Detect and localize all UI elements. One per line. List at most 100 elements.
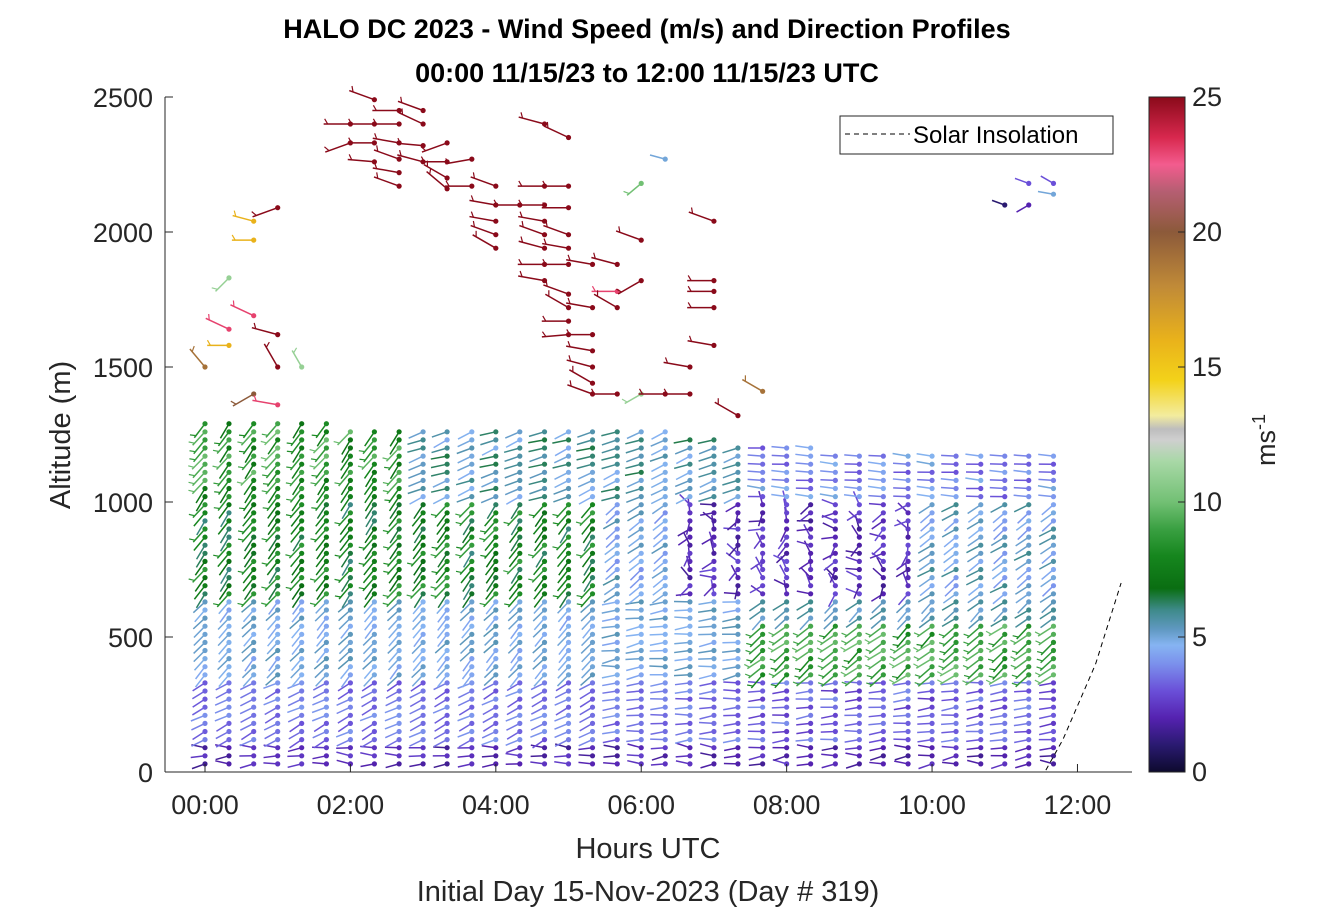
wind-barb-dot	[397, 567, 402, 572]
wind-barb-dot	[833, 664, 838, 669]
wind-barb-dot	[324, 680, 329, 685]
colorbar-tick-label: 5	[1192, 622, 1207, 652]
wind-barb-dot	[1002, 688, 1007, 693]
wind-barb-dot	[542, 616, 547, 621]
wind-barb-dot	[251, 478, 256, 483]
wind-barb-dot	[1026, 494, 1031, 499]
wind-barb-dot	[348, 632, 353, 637]
wind-barb-dot	[978, 591, 983, 596]
wind-barb-dot	[397, 761, 402, 766]
wind-barb-dot	[978, 680, 983, 685]
wind-barb-dot	[445, 518, 450, 523]
wind-barb-dot	[493, 462, 498, 467]
wind-barb-upper-dot	[1051, 192, 1056, 197]
wind-barb-dot	[808, 543, 813, 548]
wind-barb-dot	[348, 510, 353, 515]
wind-barb-dot	[857, 583, 862, 588]
wind-barb-dot	[978, 526, 983, 531]
wind-barb-dot	[202, 713, 207, 718]
wind-barb-dot	[251, 705, 256, 710]
wind-barb-dot	[469, 559, 474, 564]
wind-barb-dot	[324, 672, 329, 677]
y-tick-label: 1500	[93, 353, 153, 383]
wind-barb-dot	[397, 591, 402, 596]
colorbar-tick-label: 10	[1192, 487, 1222, 517]
wind-barb-dot	[735, 551, 740, 556]
wind-barb-dot	[226, 429, 231, 434]
wind-barb-dot	[639, 591, 644, 596]
wind-barb-dot	[953, 688, 958, 693]
wind-barb-dot	[953, 648, 958, 653]
wind-barb-dot	[1002, 535, 1007, 540]
wind-barb-dot	[735, 648, 740, 653]
wind-barb-dot	[348, 429, 353, 434]
wind-barb-dot	[517, 454, 522, 459]
wind-barb-dot	[348, 737, 353, 742]
wind-barb-dot	[251, 583, 256, 588]
wind-barb-dot	[857, 470, 862, 475]
wind-barb-dot	[251, 745, 256, 750]
wind-barb-dot	[760, 713, 765, 718]
wind-barb-dot	[929, 526, 934, 531]
wind-barb-dot	[542, 713, 547, 718]
wind-barb-dot	[615, 486, 620, 491]
wind-barb-dot	[711, 632, 716, 637]
wind-barb-dot	[421, 672, 426, 677]
wind-barb-dot	[687, 591, 692, 596]
wind-barb-dot	[397, 705, 402, 710]
wind-barb-dot	[1026, 567, 1031, 572]
wind-barb-dot	[226, 421, 231, 426]
wind-barb-dot	[1051, 526, 1056, 531]
wind-barb-dot	[590, 672, 595, 677]
wind-barb-dot	[687, 680, 692, 685]
wind-barb-dot	[735, 486, 740, 491]
wind-barb-dot	[348, 437, 353, 442]
wind-barb-upper-dot	[735, 413, 740, 418]
wind-barb-dot	[202, 559, 207, 564]
wind-barb-dot	[833, 656, 838, 661]
wind-barb-dot	[275, 559, 280, 564]
wind-barb-dot	[663, 591, 668, 596]
wind-barb-dot	[517, 462, 522, 467]
wind-barb-dot	[905, 705, 910, 710]
wind-barb-dot	[445, 535, 450, 540]
wind-barb-dot	[615, 648, 620, 653]
wind-barb-dot	[542, 478, 547, 483]
wind-barb-dot	[275, 640, 280, 645]
wind-barb-dot	[324, 616, 329, 621]
wind-barb-dot	[711, 445, 716, 450]
wind-barb-dot	[1026, 454, 1031, 459]
wind-barb-dot	[735, 753, 740, 758]
wind-barb-dot	[421, 478, 426, 483]
wind-barb-dot	[929, 599, 934, 604]
wind-barb-dot	[953, 494, 958, 499]
wind-barb-dot	[517, 624, 522, 629]
wind-barb-dot	[324, 713, 329, 718]
wind-barb-dot	[857, 526, 862, 531]
wind-barb-dot	[735, 713, 740, 718]
wind-barb-dot	[760, 672, 765, 677]
wind-barb-dot	[978, 713, 983, 718]
wind-barb-dot	[324, 559, 329, 564]
wind-barb-dot	[324, 486, 329, 491]
wind-barb-dot	[542, 583, 547, 588]
wind-barb-dot	[226, 680, 231, 685]
wind-barb-dot	[687, 737, 692, 742]
wind-barb-dot	[929, 624, 934, 629]
wind-barb-dot	[469, 632, 474, 637]
wind-barb-dot	[445, 616, 450, 621]
wind-barb-dot	[226, 559, 231, 564]
wind-barb-dot	[1051, 705, 1056, 710]
wind-barb-dot	[542, 640, 547, 645]
wind-barb-dot	[687, 445, 692, 450]
wind-barb-dot	[1051, 648, 1056, 653]
wind-barb-dot	[226, 672, 231, 677]
wind-barb-dot	[348, 640, 353, 645]
wind-barb-dot	[711, 713, 716, 718]
wind-barb-upper-dot	[445, 186, 450, 191]
wind-barb-dot	[348, 624, 353, 629]
wind-barb-dot	[517, 583, 522, 588]
wind-barb-dot	[299, 567, 304, 572]
wind-barb-upper-dot	[542, 232, 547, 237]
wind-barb-dot	[735, 478, 740, 483]
